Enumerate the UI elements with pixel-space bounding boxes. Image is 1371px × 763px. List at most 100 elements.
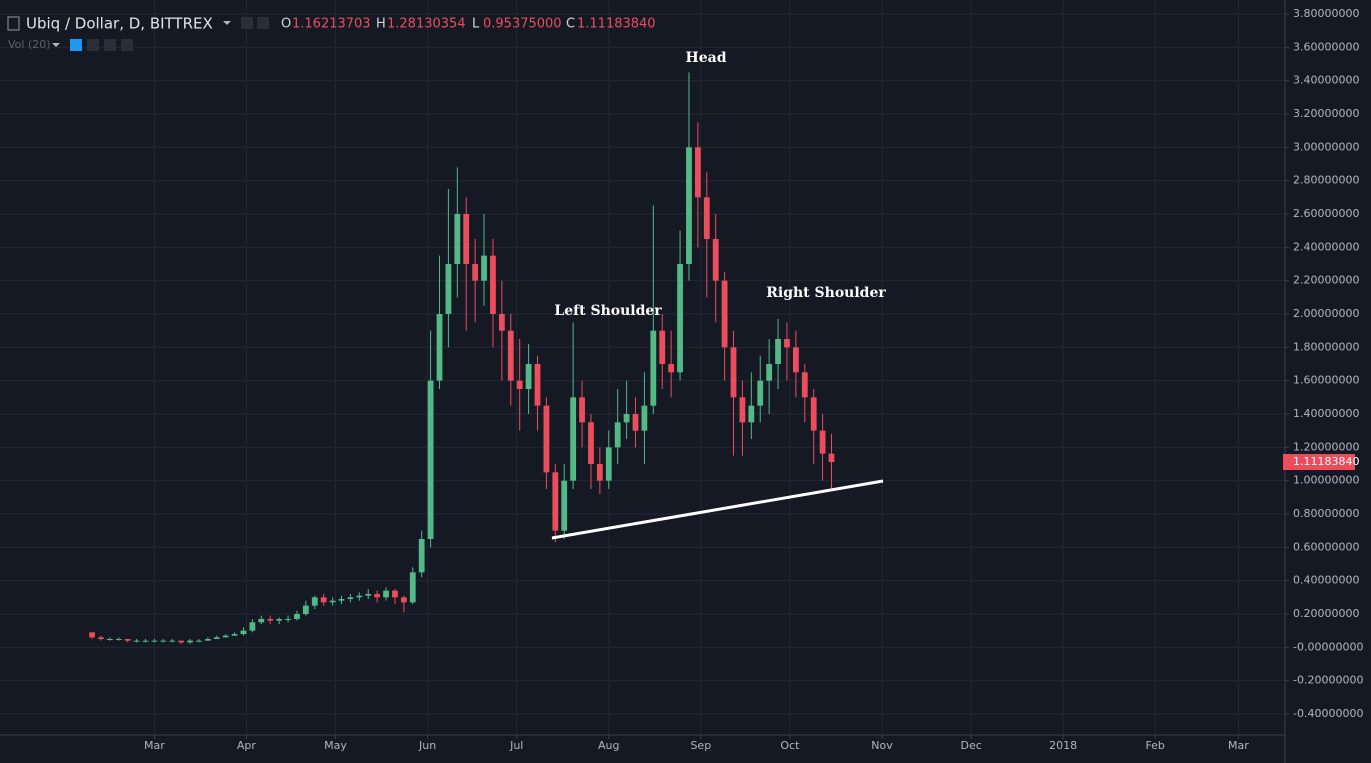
- candle-body: [748, 405, 755, 423]
- x-tick-label: May: [324, 739, 347, 752]
- ohlc-key: O: [281, 17, 291, 32]
- candle-body: [561, 480, 568, 531]
- candle-body: [525, 364, 532, 389]
- ohlc-value: 1.16213703: [292, 17, 371, 32]
- candle-body: [641, 405, 648, 431]
- candle-body: [383, 590, 389, 598]
- dropdown-icon[interactable]: [223, 21, 231, 25]
- candle-body: [481, 255, 487, 281]
- candle-body: [196, 640, 202, 642]
- y-tick-label: 1.40000000: [1293, 407, 1359, 420]
- candle-body: [445, 264, 452, 314]
- candle-body: [596, 464, 603, 481]
- candle-body: [98, 637, 104, 639]
- settings-icon[interactable]: [87, 39, 99, 51]
- y-tick-label: 3.80000000: [1293, 7, 1359, 20]
- candle-body: [356, 595, 363, 598]
- candle-body: [454, 214, 461, 264]
- candle-body: [650, 330, 657, 406]
- candle-body: [543, 405, 550, 473]
- y-tick-label: -0.00000000: [1293, 640, 1363, 653]
- y-tick-label: -0.20000000: [1293, 674, 1363, 687]
- y-tick-label: -0.40000000: [1293, 707, 1363, 720]
- x-tick-label: Sep: [690, 739, 711, 752]
- x-tick-label: Oct: [780, 739, 800, 752]
- y-tick-label: 3.40000000: [1293, 74, 1359, 87]
- candle-body: [392, 590, 398, 598]
- candle-body: [142, 640, 149, 642]
- candle-body: [498, 314, 505, 331]
- candle-body: [570, 397, 577, 481]
- settings-icon[interactable]: [241, 17, 253, 29]
- candle-body: [302, 605, 309, 614]
- x-tick-label: Mar: [1228, 739, 1249, 752]
- visibility-icon[interactable]: [70, 39, 82, 51]
- annotation: Left Shoulder: [554, 303, 662, 319]
- ohlc-value: 1.11183840: [577, 17, 656, 32]
- y-tick-label: 0.60000000: [1293, 540, 1359, 553]
- candle-body: [579, 397, 585, 423]
- remove-icon[interactable]: [121, 39, 133, 51]
- candle-body: [677, 264, 683, 373]
- candle-body: [828, 453, 835, 463]
- candle-body: [160, 640, 167, 642]
- candle-body: [472, 264, 479, 281]
- x-tick-label: Nov: [871, 739, 893, 752]
- candle-body: [694, 147, 701, 198]
- candle-body: [178, 640, 185, 643]
- y-tick-label: 3.60000000: [1293, 40, 1359, 53]
- candles: [89, 72, 835, 644]
- collapse-button[interactable]: [7, 16, 20, 31]
- candle-body: [276, 619, 283, 621]
- candle-body: [213, 637, 220, 639]
- y-tick-label: 1.80000000: [1293, 340, 1359, 353]
- candle-body: [819, 430, 826, 454]
- candle-body: [151, 640, 158, 642]
- candle-body: [588, 422, 594, 464]
- candle-body: [766, 364, 773, 381]
- candle-body: [739, 397, 746, 423]
- x-tick-label: Mar: [144, 739, 165, 752]
- y-tick-label: 1.60000000: [1293, 374, 1359, 387]
- y-tick-label: 1.20000000: [1293, 440, 1359, 453]
- candle-body: [329, 600, 336, 603]
- candle-body: [231, 634, 238, 636]
- candle-body: [757, 380, 764, 406]
- axes: 3.80000000 3.60000000 3.40000000 3.20000000…: [144, 7, 1363, 752]
- candle-body: [516, 380, 523, 389]
- hide-icon[interactable]: [257, 17, 269, 29]
- candle-body: [614, 422, 621, 448]
- candle-body: [436, 314, 443, 381]
- candle-body: [730, 347, 737, 398]
- dropdown-icon[interactable]: [52, 43, 60, 47]
- y-tick-label: 0.80000000: [1293, 507, 1359, 520]
- candle-body: [249, 622, 256, 631]
- candle-body: [552, 472, 559, 531]
- candle-body: [365, 594, 372, 596]
- y-tick-label: 1.00000000: [1293, 474, 1359, 487]
- candle-body: [801, 372, 808, 398]
- candle-body: [659, 330, 666, 364]
- candle-body: [133, 640, 140, 642]
- candle-body: [89, 632, 95, 638]
- candle-body: [409, 572, 416, 603]
- candle-body: [400, 597, 407, 603]
- candle-body: [605, 447, 612, 481]
- ohlc-value: 0.95375000: [483, 17, 562, 32]
- x-tick-label: Jun: [418, 739, 436, 752]
- candle-body: [374, 594, 381, 598]
- candle-body: [347, 597, 354, 599]
- symbol-title[interactable]: Ubiq / Dollar, D, BITTREX: [26, 15, 213, 33]
- neckline: [551, 479, 884, 540]
- x-tick-label: Aug: [598, 739, 619, 752]
- candle-body: [240, 630, 247, 634]
- last-price-tag: [1283, 454, 1355, 471]
- add-icon[interactable]: [104, 39, 116, 51]
- candle-body: [338, 599, 345, 601]
- indicator-label[interactable]: Vol (20): [8, 38, 51, 51]
- candle-body: [285, 619, 291, 620]
- candle-body: [187, 640, 193, 643]
- candle-body: [810, 397, 817, 431]
- ohlc-key: C: [566, 17, 575, 32]
- candle-body: [775, 339, 781, 364]
